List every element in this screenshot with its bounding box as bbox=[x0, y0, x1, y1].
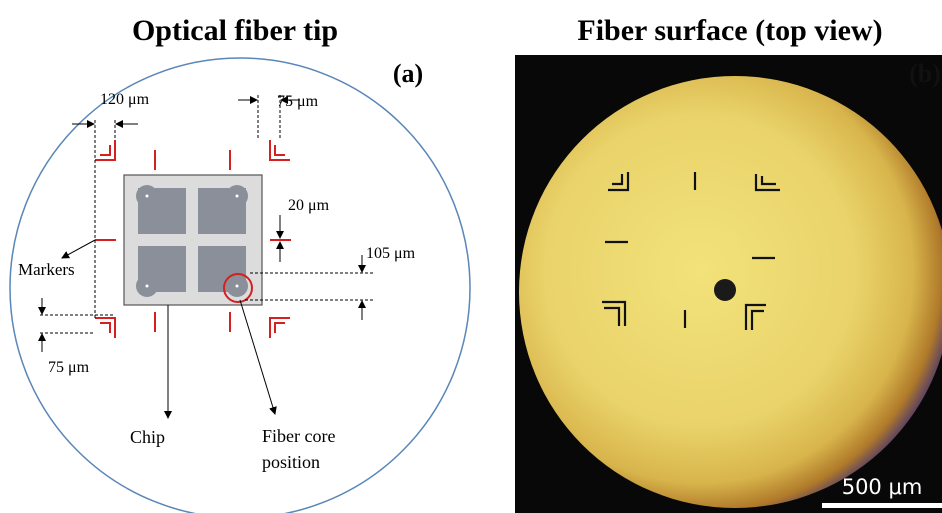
figure: Optical fiber tip (a) bbox=[0, 0, 942, 513]
dimension-label: 120 μm bbox=[100, 91, 150, 108]
annotation: position bbox=[262, 452, 320, 472]
dimension-label: 75 μm bbox=[48, 359, 90, 376]
scale-bar bbox=[822, 503, 942, 508]
annotation: Markers bbox=[18, 260, 75, 279]
chip bbox=[124, 175, 262, 305]
fiber-core bbox=[714, 279, 736, 301]
annotation: Chip bbox=[130, 427, 165, 447]
panel-label: (a) bbox=[393, 59, 423, 88]
panel-b: Fiber surface (top view) (b) 500 μm bbox=[515, 14, 942, 513]
panel-label: (b) bbox=[909, 59, 941, 88]
dimension-label: 20 μm bbox=[288, 197, 330, 214]
annotation: Fiber core bbox=[262, 426, 335, 446]
panel-title: Optical fiber tip bbox=[132, 14, 338, 47]
panel-a: Optical fiber tip (a) bbox=[10, 14, 470, 513]
dimension-label: 105 μm bbox=[366, 245, 416, 262]
scale-bar-label: 500 μm bbox=[842, 475, 923, 499]
dimension-label: 75 μm bbox=[277, 93, 319, 110]
panel-title: Fiber surface (top view) bbox=[577, 14, 882, 47]
